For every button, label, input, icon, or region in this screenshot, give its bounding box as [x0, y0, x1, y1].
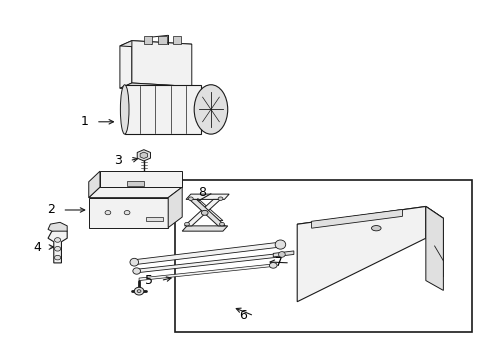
Ellipse shape	[269, 262, 277, 268]
Polygon shape	[158, 36, 166, 44]
Ellipse shape	[120, 85, 129, 134]
Ellipse shape	[130, 258, 138, 266]
Text: 8: 8	[198, 186, 206, 199]
Ellipse shape	[134, 287, 143, 295]
Polygon shape	[132, 41, 191, 86]
Polygon shape	[297, 207, 443, 236]
Ellipse shape	[124, 211, 130, 215]
Polygon shape	[273, 251, 293, 257]
Polygon shape	[89, 187, 182, 198]
Text: 3: 3	[114, 154, 122, 167]
Ellipse shape	[371, 226, 380, 231]
Ellipse shape	[105, 211, 111, 215]
Text: 7: 7	[274, 256, 282, 269]
Ellipse shape	[54, 247, 61, 251]
Polygon shape	[185, 194, 229, 199]
Ellipse shape	[54, 238, 61, 242]
Ellipse shape	[219, 222, 224, 226]
Polygon shape	[137, 253, 280, 273]
Polygon shape	[184, 199, 220, 226]
Polygon shape	[120, 41, 191, 49]
Bar	[146, 217, 163, 221]
Polygon shape	[297, 207, 425, 302]
Ellipse shape	[275, 240, 285, 249]
Text: 6: 6	[239, 309, 246, 322]
Polygon shape	[182, 226, 227, 231]
Ellipse shape	[54, 255, 61, 260]
Polygon shape	[120, 41, 132, 88]
Polygon shape	[139, 264, 273, 280]
Ellipse shape	[201, 210, 208, 215]
Bar	[127, 181, 143, 186]
Polygon shape	[120, 83, 191, 92]
Polygon shape	[189, 199, 225, 226]
Polygon shape	[48, 222, 67, 231]
Polygon shape	[425, 207, 443, 291]
Text: 5: 5	[145, 274, 153, 287]
Ellipse shape	[133, 268, 140, 274]
Polygon shape	[89, 198, 168, 228]
Ellipse shape	[194, 85, 227, 134]
Polygon shape	[89, 171, 100, 198]
Polygon shape	[143, 36, 152, 44]
Polygon shape	[124, 85, 201, 134]
Text: 1: 1	[81, 115, 89, 128]
Polygon shape	[137, 150, 150, 161]
Text: 4: 4	[33, 240, 41, 253]
Polygon shape	[191, 199, 223, 221]
Polygon shape	[311, 210, 402, 228]
Ellipse shape	[137, 290, 141, 293]
Ellipse shape	[188, 197, 193, 201]
Text: 2: 2	[47, 203, 55, 216]
Ellipse shape	[184, 222, 189, 226]
Polygon shape	[168, 187, 182, 228]
Polygon shape	[140, 152, 147, 158]
Polygon shape	[425, 207, 443, 277]
Polygon shape	[172, 36, 181, 44]
Polygon shape	[48, 228, 67, 263]
Polygon shape	[134, 242, 280, 265]
Polygon shape	[100, 171, 182, 187]
Ellipse shape	[278, 252, 285, 257]
Bar	[175, 180, 471, 332]
Ellipse shape	[218, 197, 223, 201]
